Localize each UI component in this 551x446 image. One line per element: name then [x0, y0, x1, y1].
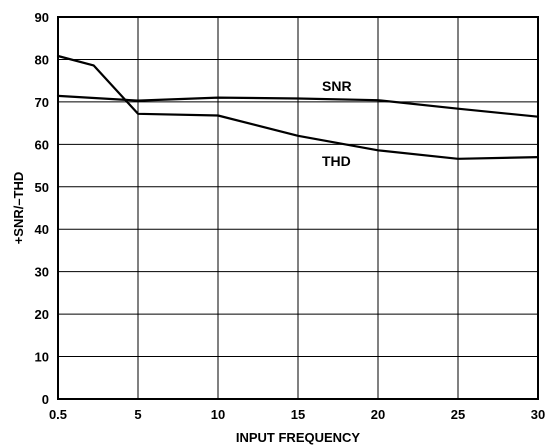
y-tick-label: 30 — [35, 265, 49, 280]
x-tick-label: 25 — [451, 407, 465, 422]
y-tick-label: 60 — [35, 137, 49, 152]
grid — [58, 17, 538, 399]
y-tick-labels: 0 10 20 30 40 50 60 70 80 90 — [35, 10, 49, 407]
y-tick-label: 90 — [35, 10, 49, 25]
x-tick-labels: 0.5 5 10 15 20 25 30 — [49, 407, 545, 422]
y-tick-label: 70 — [35, 95, 49, 110]
x-tick-label: 0.5 — [49, 407, 67, 422]
y-tick-label: 0 — [42, 392, 49, 407]
x-tick-label: 30 — [531, 407, 545, 422]
x-tick-label: 15 — [291, 407, 305, 422]
series-label-thd: THD — [322, 153, 351, 169]
y-tick-label: 40 — [35, 222, 49, 237]
x-tick-label: 20 — [371, 407, 385, 422]
y-axis-title: +SNR/–THD — [11, 172, 26, 245]
series-layer — [56, 54, 540, 160]
x-tick-label: 5 — [134, 407, 141, 422]
y-tick-label: 20 — [35, 307, 49, 322]
x-axis-title: INPUT FREQUENCY — [236, 430, 361, 445]
series-label-snr: SNR — [322, 78, 352, 94]
y-tick-label: 50 — [35, 180, 49, 195]
plot-frame — [57, 16, 539, 400]
y-tick-label: 10 — [35, 350, 49, 365]
y-tick-label: 80 — [35, 52, 49, 67]
x-tick-label: 10 — [211, 407, 225, 422]
series-line-snr — [56, 94, 540, 118]
series-line-thd — [56, 54, 540, 160]
